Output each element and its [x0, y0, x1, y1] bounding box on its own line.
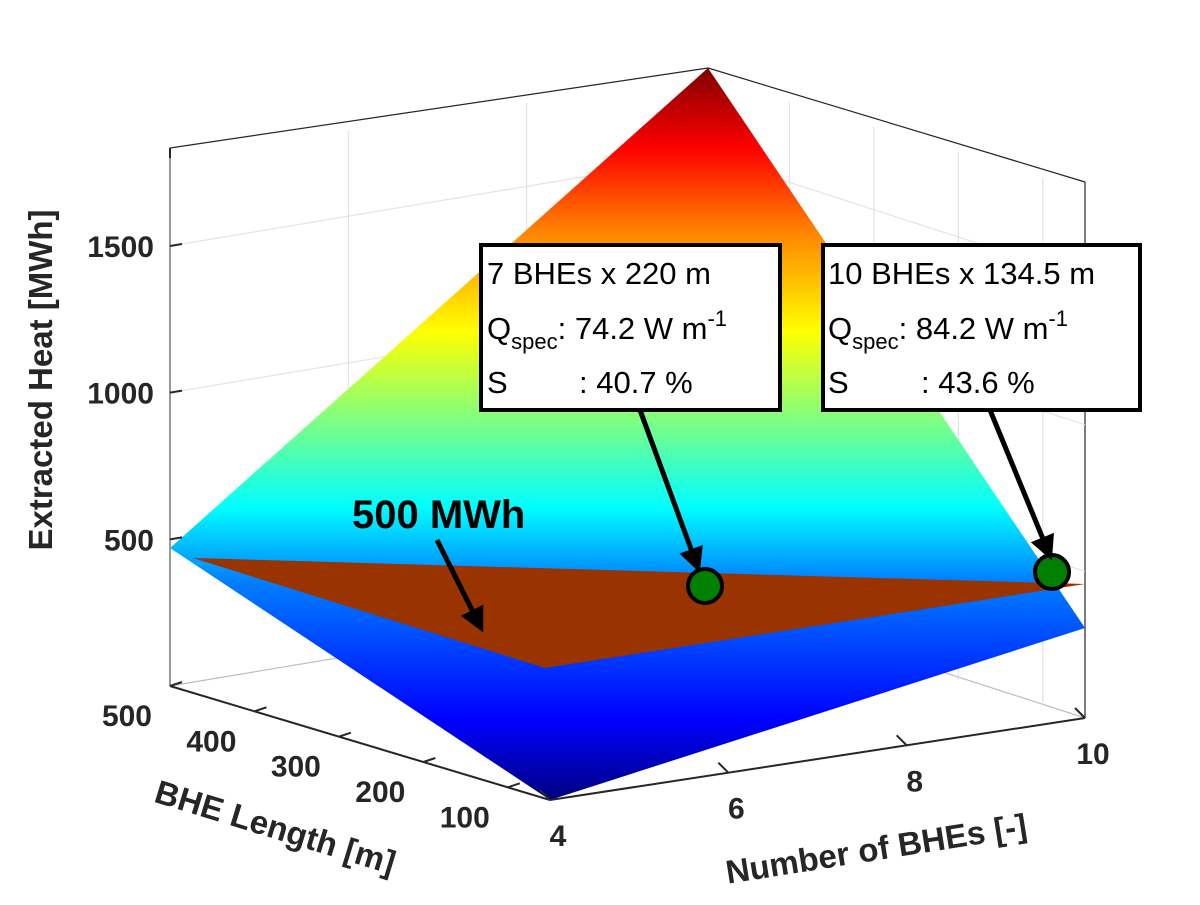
x-axis-line: [549, 717, 1086, 801]
annotation-box-1-frame: [479, 243, 782, 412]
annotations-group: 7 BHEs x 220 m Qspec: 74.2 W m-1 S : 40.…: [479, 243, 1142, 573]
annotation-1-s-label: S: [487, 365, 508, 400]
axis-ticks: 500 1000 1500 4 6 8 10 100 200 300 400 500: [87, 231, 1109, 853]
z-tick-mark: [169, 243, 183, 247]
annotation-box-1: 7 BHEs x 220 m Qspec: 74.2 W m-1 S : 40.…: [479, 243, 782, 573]
z-tick-label: 500: [104, 524, 154, 557]
annotation-2-s-value: : 43.6 %: [921, 365, 1035, 400]
z-axis-label: Extracted Heat [MWh]: [22, 209, 59, 550]
y-tick-mark: [423, 757, 436, 763]
z-tick-mark: [169, 389, 183, 394]
x-tick-label: 8: [906, 765, 923, 798]
design-point-marker: [1033, 553, 1071, 591]
z-tick-label: 1000: [87, 378, 154, 411]
x-tick-mark: [895, 734, 908, 747]
annotation-2-s-label: S: [828, 365, 849, 400]
x-tick-label: 4: [550, 820, 567, 853]
y-tick-mark: [338, 731, 352, 738]
y-tick-label: 200: [355, 776, 405, 809]
z-tick-label: 1500: [87, 231, 154, 264]
annotation-1-line1: 7 BHEs x 220 m: [487, 256, 711, 291]
markers-group: [686, 553, 1071, 605]
x-tick-label: 10: [1076, 738, 1109, 771]
x-axis-label: Number of BHEs [-]: [723, 807, 1029, 891]
annotation-2-line1: 10 BHEs x 134.5 m: [828, 256, 1095, 291]
annotation-box-2-frame: [821, 243, 1142, 412]
annotation-1-s-value: : 40.7 %: [579, 365, 693, 400]
x-tick-mark: [1074, 707, 1086, 719]
y-tick-mark: [169, 681, 183, 687]
annotation-box-2: 10 BHEs x 134.5 m Qspec: 84.2 W m-1 S : …: [821, 243, 1142, 561]
z-tick-mark: [169, 536, 183, 541]
top-right-edge: [707, 67, 1086, 183]
threshold-label: 500 MWh: [352, 493, 525, 537]
x-tick-mark: [539, 789, 551, 801]
annotation-2-arrow: [987, 409, 1054, 561]
annotation-2-q-line: Qspec: 84.2 W m-1: [828, 306, 1068, 354]
annotation-1-q-line: Qspec: 74.2 W m-1: [487, 306, 727, 354]
surface-fill: [170, 68, 1085, 800]
top-left-edge: [169, 67, 709, 149]
x-tick-mark: [717, 761, 730, 774]
threshold-plane: [193, 558, 1085, 668]
y-tick-label: 300: [271, 751, 321, 784]
y-axis-line: [169, 685, 551, 801]
threshold-arrow: [434, 538, 484, 633]
y-tick-label: 500: [102, 700, 152, 733]
y-tick-mark: [254, 706, 267, 713]
y-tick-label: 100: [440, 801, 490, 834]
heat-surface: [170, 68, 1085, 800]
y-tick-mark: [507, 782, 521, 789]
x-tick-label: 6: [728, 793, 745, 826]
design-point-marker: [686, 567, 724, 605]
annotation-1-arrow: [637, 409, 703, 573]
y-tick-label: 400: [186, 725, 236, 758]
